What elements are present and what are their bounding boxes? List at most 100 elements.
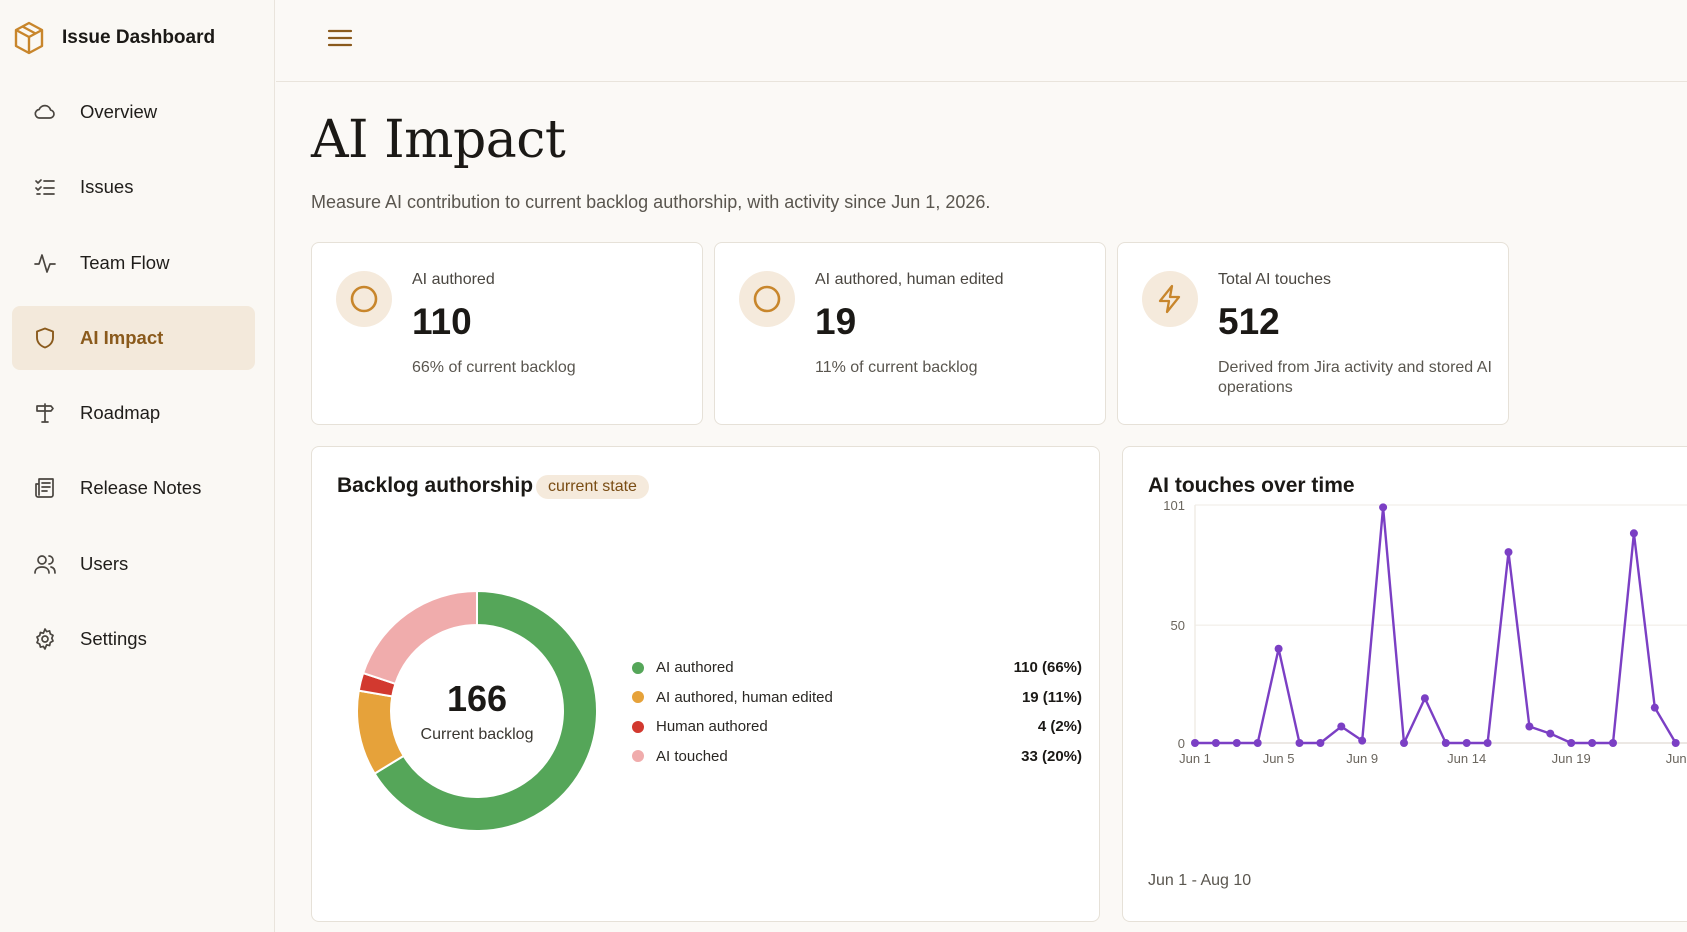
data-point[interactable]	[1211, 739, 1220, 747]
x-tick-label: Jun	[1666, 751, 1687, 766]
sidebar-item-label: Release Notes	[80, 477, 202, 499]
gear-icon	[32, 626, 58, 652]
y-tick-label: 50	[1171, 618, 1185, 633]
legend-value: 4 (2%)	[1037, 718, 1082, 736]
users-icon	[32, 551, 58, 577]
x-tick-label: Jun 5	[1263, 751, 1295, 766]
legend-item[interactable]: AI touched 33 (20%)	[632, 742, 1082, 772]
sidebar-item-team-flow[interactable]: Team Flow	[12, 231, 255, 295]
data-point[interactable]	[1567, 739, 1576, 747]
data-point[interactable]	[1650, 703, 1659, 712]
sidebar-item-overview[interactable]: Overview	[12, 80, 255, 144]
sidebar-item-label: Users	[80, 552, 129, 574]
donut-chart: 166 Current backlog	[356, 589, 598, 832]
x-tick-label: Jun 9	[1346, 751, 1378, 766]
data-point[interactable]	[1525, 722, 1534, 731]
line-chart: 0 50 101 Jun 1 Jun 5 Jun 9 Jun 14 Jun 19 Jun	[1163, 498, 1687, 766]
ai-touches-panel: AI touches over time 0 50 101 Jun 1 Jun 5 Jun…	[1122, 446, 1687, 922]
stat-label: AI authored, human edited	[815, 271, 1004, 288]
data-point[interactable]	[1671, 739, 1680, 747]
data-point[interactable]	[1546, 729, 1555, 738]
data-point[interactable]	[1629, 529, 1638, 538]
data-point[interactable]	[1504, 548, 1513, 557]
stat-note: 66% of current backlog	[412, 359, 576, 376]
donut-slice[interactable]	[373, 589, 598, 832]
donut-center: 166 Current backlog	[357, 591, 597, 831]
sidebar-item-issues[interactable]: Issues	[12, 155, 255, 219]
sidebar-item-label: Settings	[80, 628, 147, 650]
donut-legend: AI authored 110 (66%) AI authored, human…	[632, 653, 1082, 771]
legend-dot	[632, 720, 644, 733]
legend-dot	[632, 661, 644, 674]
data-point[interactable]	[1588, 739, 1597, 747]
status-badge: current state	[536, 475, 649, 499]
stat-value: 19	[815, 301, 857, 342]
legend-dot	[632, 691, 644, 704]
sidebar-item-users[interactable]: Users	[12, 532, 255, 596]
page-title: AI Impact	[311, 110, 566, 170]
data-point[interactable]	[1358, 736, 1367, 745]
data-point[interactable]	[1441, 739, 1450, 747]
legend-item[interactable]: AI authored 110 (66%)	[632, 653, 1082, 683]
sidebar-nav: Overview Issues Team Flow AI Impact Road…	[12, 80, 255, 682]
cloud-icon	[32, 99, 58, 125]
stat-value: 110	[412, 301, 472, 342]
stat-value: 512	[1218, 301, 1280, 342]
donut-svg	[356, 589, 598, 832]
legend-name: AI touched	[656, 747, 728, 765]
date-range-label: Jun 1 - Aug 10	[1148, 872, 1252, 889]
legend-value: 33 (20%)	[1021, 747, 1082, 765]
circle-icon	[336, 271, 392, 327]
sidebar-item-release-notes[interactable]: Release Notes	[12, 456, 255, 520]
panel-title: AI touches over time	[1148, 474, 1355, 497]
data-point[interactable]	[1295, 739, 1304, 747]
y-tick-label: 0	[1178, 736, 1185, 751]
sidebar-item-label: Team Flow	[80, 251, 170, 273]
legend-item[interactable]: Human authored 4 (2%)	[632, 712, 1082, 742]
donut-caption: Current backlog	[420, 726, 534, 743]
x-tick-label: Jun 19	[1552, 751, 1591, 766]
page-subtitle: Measure AI contribution to current backl…	[311, 192, 991, 212]
data-point[interactable]	[1274, 644, 1283, 653]
data-point[interactable]	[1462, 739, 1471, 747]
data-point[interactable]	[1609, 739, 1617, 747]
checklist-icon	[32, 174, 58, 200]
stat-label: AI authored	[412, 271, 495, 288]
shield-icon	[32, 325, 58, 351]
data-point[interactable]	[1400, 739, 1408, 747]
sidebar-item-roadmap[interactable]: Roadmap	[12, 381, 255, 445]
stat-card-total-ai-touches: Total AI touches 512 Derived from Jira a…	[1117, 242, 1509, 425]
data-point[interactable]	[1420, 694, 1429, 703]
lightning-icon	[1142, 271, 1198, 327]
backlog-authorship-panel: Backlog authorship current state 166 Cur…	[311, 446, 1100, 922]
data-point[interactable]	[1191, 739, 1199, 747]
sidebar-item-label: Issues	[80, 176, 134, 198]
brand[interactable]: Issue Dashboard	[12, 18, 215, 58]
x-tick-label: Jun 1	[1179, 751, 1211, 766]
activity-icon	[32, 250, 58, 276]
signpost-icon	[32, 400, 58, 426]
stat-note: Derived from Jira activity and stored AI…	[1218, 359, 1492, 396]
data-point[interactable]	[1232, 739, 1241, 747]
data-point[interactable]	[1483, 739, 1492, 747]
hamburger-menu-button[interactable]	[324, 24, 356, 56]
data-point[interactable]	[1253, 739, 1262, 747]
newspaper-icon	[32, 475, 58, 501]
hamburger-icon	[327, 28, 353, 53]
data-point[interactable]	[1337, 722, 1346, 731]
sidebar-item-label: AI Impact	[80, 326, 164, 348]
legend-value: 110 (66%)	[1013, 659, 1082, 677]
panel-title: Backlog authorship	[337, 474, 534, 497]
legend-item[interactable]: AI authored, human edited 19 (11%)	[632, 683, 1082, 713]
stat-card-ai-authored: AI authored 110 66% of current backlog	[311, 242, 703, 425]
donut-slice[interactable]	[361, 589, 478, 686]
legend-name: Human authored	[656, 718, 768, 736]
cube-icon	[12, 21, 46, 55]
sidebar-item-settings[interactable]: Settings	[12, 607, 255, 671]
sidebar-item-ai-impact[interactable]: AI Impact	[12, 305, 255, 370]
sidebar-item-label: Roadmap	[80, 402, 161, 424]
x-tick-label: Jun 14	[1447, 751, 1486, 766]
data-point[interactable]	[1379, 503, 1388, 512]
data-point[interactable]	[1316, 739, 1325, 747]
app-title: Issue Dashboard	[62, 27, 216, 48]
